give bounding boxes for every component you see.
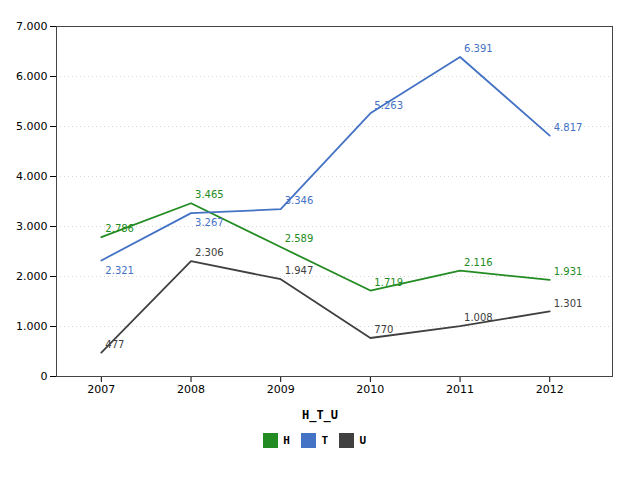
svg-text:2007: 2007 [87,383,115,396]
svg-text:6.391: 6.391 [464,43,493,54]
svg-text:3.000: 3.000 [16,220,48,233]
svg-text:4.817: 4.817 [554,122,583,133]
svg-text:2.786: 2.786 [105,223,134,234]
svg-text:3.267: 3.267 [195,217,224,228]
svg-text:1.301: 1.301 [554,298,583,309]
svg-text:1.931: 1.931 [554,266,583,277]
svg-text:7.000: 7.000 [16,20,48,33]
svg-text:2012: 2012 [536,383,564,396]
svg-text:2011: 2011 [446,383,474,396]
svg-text:2.116: 2.116 [464,257,493,268]
svg-text:770: 770 [374,324,393,335]
svg-text:5.263: 5.263 [374,100,403,111]
svg-text:2008: 2008 [177,383,205,396]
svg-text:3.465: 3.465 [195,189,224,200]
html-text:U: U [359,434,367,447]
svg-text:2.589: 2.589 [285,233,314,244]
svg-text:1.000: 1.000 [16,320,48,333]
svg-text:2009: 2009 [267,383,295,396]
svg-text:2.000: 2.000 [16,270,48,283]
svg-text:477: 477 [105,339,124,350]
svg-text:0: 0 [41,370,48,383]
svg-text:1.719: 1.719 [374,277,403,288]
html-text:T: T [321,434,329,447]
svg-text:6.000: 6.000 [16,70,48,83]
svg-text:4.000: 4.000 [16,170,48,183]
html-text:H: H [283,434,290,447]
html-text:H_T_U: H_T_U [301,408,339,422]
svg-text:3.346: 3.346 [285,195,314,206]
svg-text:2010: 2010 [356,383,384,396]
svg-text:2.306: 2.306 [195,247,224,258]
svg-text:1.008: 1.008 [464,312,493,323]
svg-text:5.000: 5.000 [16,120,48,133]
svg-text:1.947: 1.947 [285,265,314,276]
svg-text:2.321: 2.321 [105,265,134,276]
